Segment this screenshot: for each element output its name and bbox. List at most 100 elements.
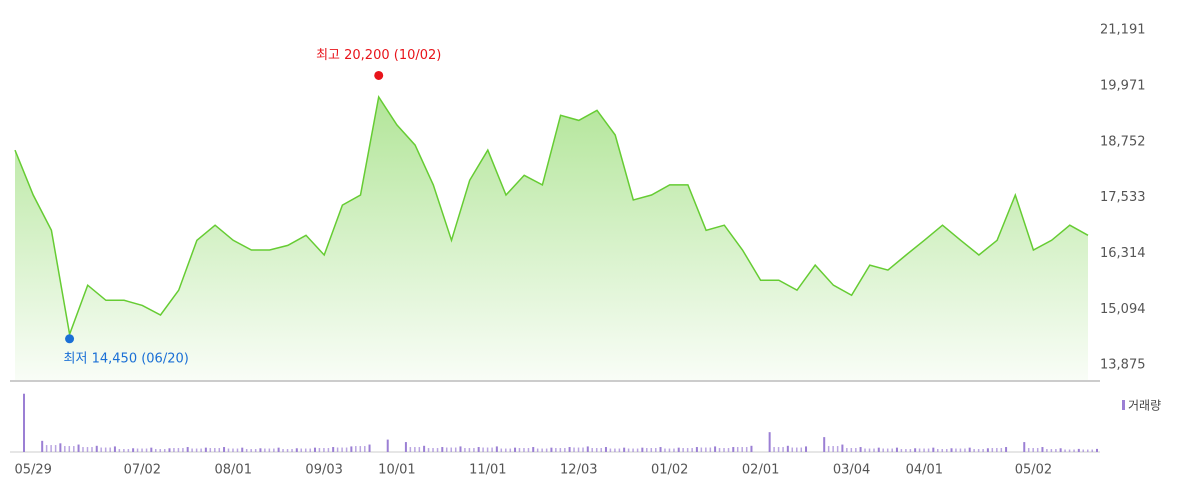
volume-bar-fill <box>745 447 748 452</box>
volume-bar-fill <box>250 449 252 452</box>
volume-bar-fill <box>1087 449 1089 452</box>
volume-bar-fill <box>91 447 93 452</box>
volume-bar <box>586 446 589 452</box>
volume-bar <box>550 447 553 452</box>
volume-bar-fill <box>327 448 330 452</box>
volume-bar <box>1023 442 1026 452</box>
volume-bar-fill <box>927 448 930 452</box>
volume-bar-fill <box>718 448 721 452</box>
volume-bar-fill <box>918 448 921 452</box>
volume-bar <box>786 445 789 452</box>
volume-bar-fill <box>468 448 471 452</box>
volume-bar <box>823 437 826 452</box>
volume-bar-fill <box>232 448 234 452</box>
volume-bar <box>659 447 662 452</box>
volume-bar <box>859 447 862 452</box>
volume-bar-fill <box>518 448 521 452</box>
volume-bar-fill <box>686 448 689 452</box>
volume-bar-fill <box>491 447 493 452</box>
volume-bar-fill <box>341 447 343 452</box>
volume-bar <box>914 448 917 452</box>
extreme-marker <box>374 70 384 80</box>
volume-bar-fill <box>1068 449 1071 452</box>
volume-bar <box>259 448 262 452</box>
volume-bar-fill <box>286 449 289 452</box>
volume-bar-fill <box>118 449 121 452</box>
volume-bar-fill <box>541 448 543 452</box>
volume-bar-fill <box>195 448 198 452</box>
volume-bar-fill <box>1036 448 1039 452</box>
volume-bar-fill <box>973 449 975 452</box>
volume-bar-fill <box>591 448 593 452</box>
volume-bar-fill <box>627 448 630 452</box>
volume-bar-fill <box>486 447 489 452</box>
volume-bar-fill <box>800 447 803 452</box>
volume-bar-fill <box>50 445 52 452</box>
volume-bar-fill <box>891 448 893 452</box>
volume-bar-fill <box>691 448 693 452</box>
volume-bar-fill <box>573 447 575 452</box>
volume-bar <box>423 445 426 452</box>
volume-bar <box>168 448 171 452</box>
volume-bar <box>441 447 444 452</box>
volume-bar-fill <box>673 448 675 452</box>
volume-bar <box>368 444 371 452</box>
volume-bar-fill <box>182 448 184 452</box>
volume-bar-fill <box>473 448 475 452</box>
volume-bar <box>604 447 607 452</box>
volume-bar-fill <box>900 449 903 452</box>
price-area <box>15 97 1088 380</box>
volume-bar-fill <box>432 448 434 452</box>
x-tick-label: 11/01 <box>469 463 506 478</box>
volume-bar-fill <box>318 448 321 452</box>
volume-bar-fill <box>427 448 430 452</box>
volume-bar-fill <box>509 448 512 452</box>
volume-bar-fill <box>577 447 580 452</box>
volume-bar <box>677 447 680 452</box>
y-tick-label: 21,191 <box>1100 23 1146 38</box>
volume-bar-fill <box>864 448 866 452</box>
volume-bar <box>132 448 135 452</box>
y-tick-label: 17,533 <box>1100 190 1146 205</box>
volume-bar <box>204 447 207 452</box>
volume-bar <box>695 447 698 452</box>
volume-bar-fill <box>127 449 130 452</box>
volume-bar-fill <box>500 448 503 452</box>
volume-bar-fill <box>741 447 743 452</box>
volume-bar <box>186 447 189 452</box>
x-tick-label: 10/01 <box>378 463 415 478</box>
volume-bar-fill <box>214 448 216 452</box>
volume-bar-fill <box>123 449 125 452</box>
volume-bar-fill <box>791 447 794 452</box>
volume-bar-fill <box>414 447 416 452</box>
volume-bar-fill <box>1055 449 1057 452</box>
volume-bar-fill <box>827 446 830 452</box>
volume-bar-fill <box>191 448 193 452</box>
volume-bar-fill <box>991 448 994 452</box>
volume-bar-fill <box>855 448 857 452</box>
volume-bar-fill <box>655 448 657 452</box>
volume-bar-fill <box>882 448 884 452</box>
volume-bar <box>477 447 480 452</box>
volume-bar-fill <box>682 448 684 452</box>
legend-swatch <box>1122 400 1125 410</box>
extreme-label: 최저 14,450 (06/20) <box>64 351 189 366</box>
volume-bar <box>750 445 753 452</box>
y-tick-label: 16,314 <box>1100 246 1146 261</box>
volume-bar <box>986 448 989 452</box>
volume-bar-fill <box>595 448 598 452</box>
volume-bar-fill <box>282 449 284 452</box>
y-tick-label: 13,875 <box>1100 358 1146 373</box>
volume-bar-fill <box>445 447 448 452</box>
volume-bar-fill <box>664 448 666 452</box>
volume-bar-fill <box>409 447 412 452</box>
volume-bar-fill <box>836 446 839 452</box>
volume-bar-fill <box>727 448 730 452</box>
volume-bar <box>532 447 535 452</box>
volume-bar <box>950 448 953 452</box>
volume-bar <box>514 447 517 452</box>
volume-bar <box>841 444 844 452</box>
volume-bar-fill <box>527 448 530 452</box>
volume-bar <box>877 447 880 452</box>
volume-bar-fill <box>218 448 221 452</box>
